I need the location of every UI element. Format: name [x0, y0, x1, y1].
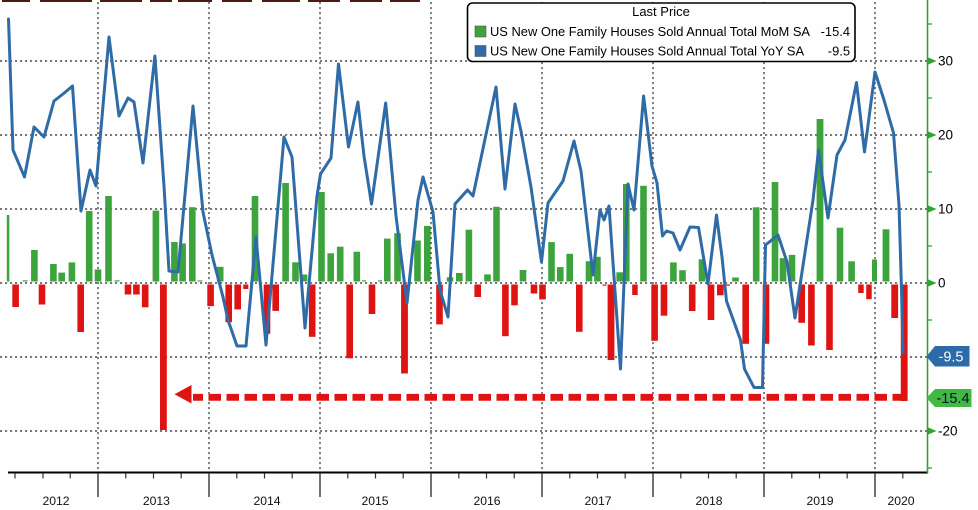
svg-text:2019: 2019 — [806, 494, 833, 508]
svg-text:-15.4: -15.4 — [936, 391, 969, 407]
svg-text:2018: 2018 — [695, 494, 722, 508]
svg-text:2014: 2014 — [253, 494, 280, 508]
svg-text:2015: 2015 — [361, 494, 388, 508]
svg-text:US New One Family Houses Sold: US New One Family Houses Sold Annual Tot… — [490, 43, 804, 58]
svg-text:2020: 2020 — [887, 494, 914, 508]
svg-text:-9.5: -9.5 — [939, 350, 964, 366]
svg-text:2012: 2012 — [42, 494, 69, 508]
svg-text:-15.4: -15.4 — [821, 24, 850, 39]
svg-text:-9.5: -9.5 — [828, 43, 850, 58]
svg-text:2017: 2017 — [584, 494, 611, 508]
svg-text:US New One Family Houses Sold: US New One Family Houses Sold Annual Tot… — [490, 24, 810, 39]
svg-text:30: 30 — [938, 54, 953, 69]
svg-text:2016: 2016 — [473, 494, 500, 508]
svg-text:20: 20 — [938, 128, 953, 143]
svg-text:Last Price: Last Price — [632, 4, 690, 19]
svg-text:2013: 2013 — [143, 494, 170, 508]
svg-text:0: 0 — [938, 276, 946, 291]
svg-text:-20: -20 — [938, 424, 958, 439]
svg-text:10: 10 — [938, 202, 953, 217]
